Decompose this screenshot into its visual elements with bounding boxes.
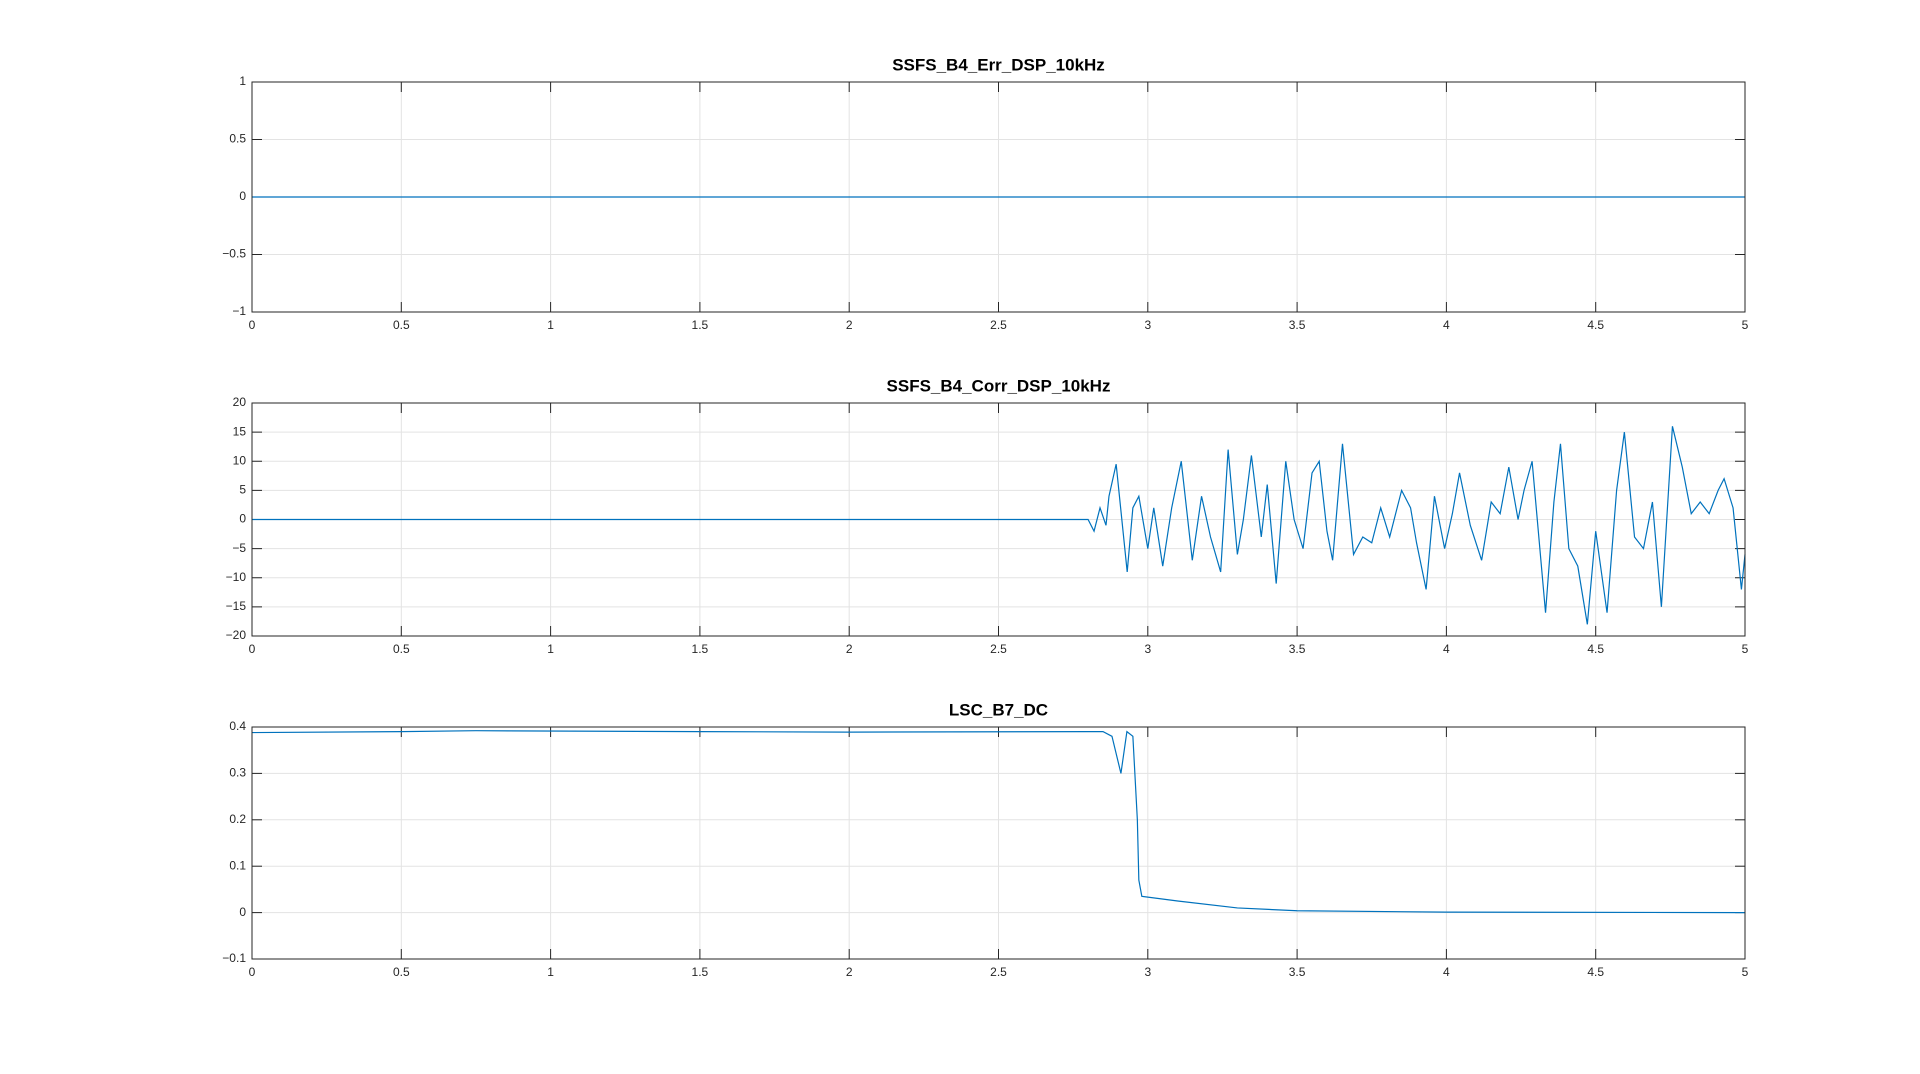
y-tick-label: 0.3 [229,766,246,780]
x-tick-label: 0 [249,318,256,332]
y-tick-label: −5 [232,541,246,555]
chart-title: LSC_B7_DC [949,700,1048,719]
x-tick-label: 1.5 [692,642,709,656]
x-tick-label: 4.5 [1587,965,1604,979]
x-tick-label: 4.5 [1587,642,1604,656]
y-tick-label: 0.1 [229,858,246,872]
x-tick-label: 3.5 [1289,965,1306,979]
y-tick-label: −15 [226,599,247,613]
x-tick-label: 4 [1443,318,1450,332]
x-tick-label: 2 [846,965,853,979]
x-tick-label: 2 [846,642,853,656]
x-tick-label: 0.5 [393,642,410,656]
x-tick-label: 2.5 [990,318,1007,332]
x-tick-label: 2.5 [990,642,1007,656]
chart-title: SSFS_B4_Corr_DSP_10kHz [887,376,1111,395]
data-line [252,426,1746,625]
x-tick-label: 3.5 [1289,642,1306,656]
x-tick-label: 1 [547,318,554,332]
x-tick-label: 3.5 [1289,318,1306,332]
x-tick-label: 1.5 [692,318,709,332]
y-tick-label: −0.5 [222,247,246,261]
x-tick-label: 1.5 [692,965,709,979]
x-tick-label: 1 [547,965,554,979]
x-tick-label: 0 [249,965,256,979]
x-tick-label: 5 [1742,965,1749,979]
x-tick-label: 1 [547,642,554,656]
y-tick-label: 0.5 [229,132,246,146]
x-tick-label: 5 [1742,642,1749,656]
x-tick-label: 0 [249,642,256,656]
x-tick-label: 4 [1443,965,1450,979]
x-tick-label: 3 [1144,965,1151,979]
x-tick-label: 4 [1443,642,1450,656]
y-tick-label: 10 [233,453,247,467]
y-tick-label: 0.4 [229,719,246,733]
x-tick-label: 0.5 [393,318,410,332]
y-tick-label: −20 [226,628,247,642]
y-tick-label: 20 [233,395,247,409]
axes-box [251,402,1746,637]
x-tick-label: 2 [846,318,853,332]
data-line [251,730,1746,914]
x-tick-label: 5 [1742,318,1749,332]
y-tick-label: 15 [233,424,247,438]
y-tick-label: 0 [239,512,246,526]
x-tick-label: 4.5 [1587,318,1604,332]
y-tick-label: 1 [239,74,246,88]
y-tick-label: 0 [239,905,246,919]
axes-box [251,726,1746,960]
x-tick-label: 3 [1144,318,1151,332]
x-tick-label: 3 [1144,642,1151,656]
y-tick-label: −0.1 [222,951,246,965]
y-tick-label: −10 [226,570,247,584]
x-tick-label: 2.5 [990,965,1007,979]
axes-box [251,81,1746,313]
y-tick-label: −1 [232,304,246,318]
y-tick-label: 0.2 [229,812,246,826]
x-tick-label: 0.5 [393,965,410,979]
chart-title: SSFS_B4_Err_DSP_10kHz [892,55,1105,74]
y-tick-label: 5 [239,483,246,497]
y-tick-label: 0 [239,189,246,203]
